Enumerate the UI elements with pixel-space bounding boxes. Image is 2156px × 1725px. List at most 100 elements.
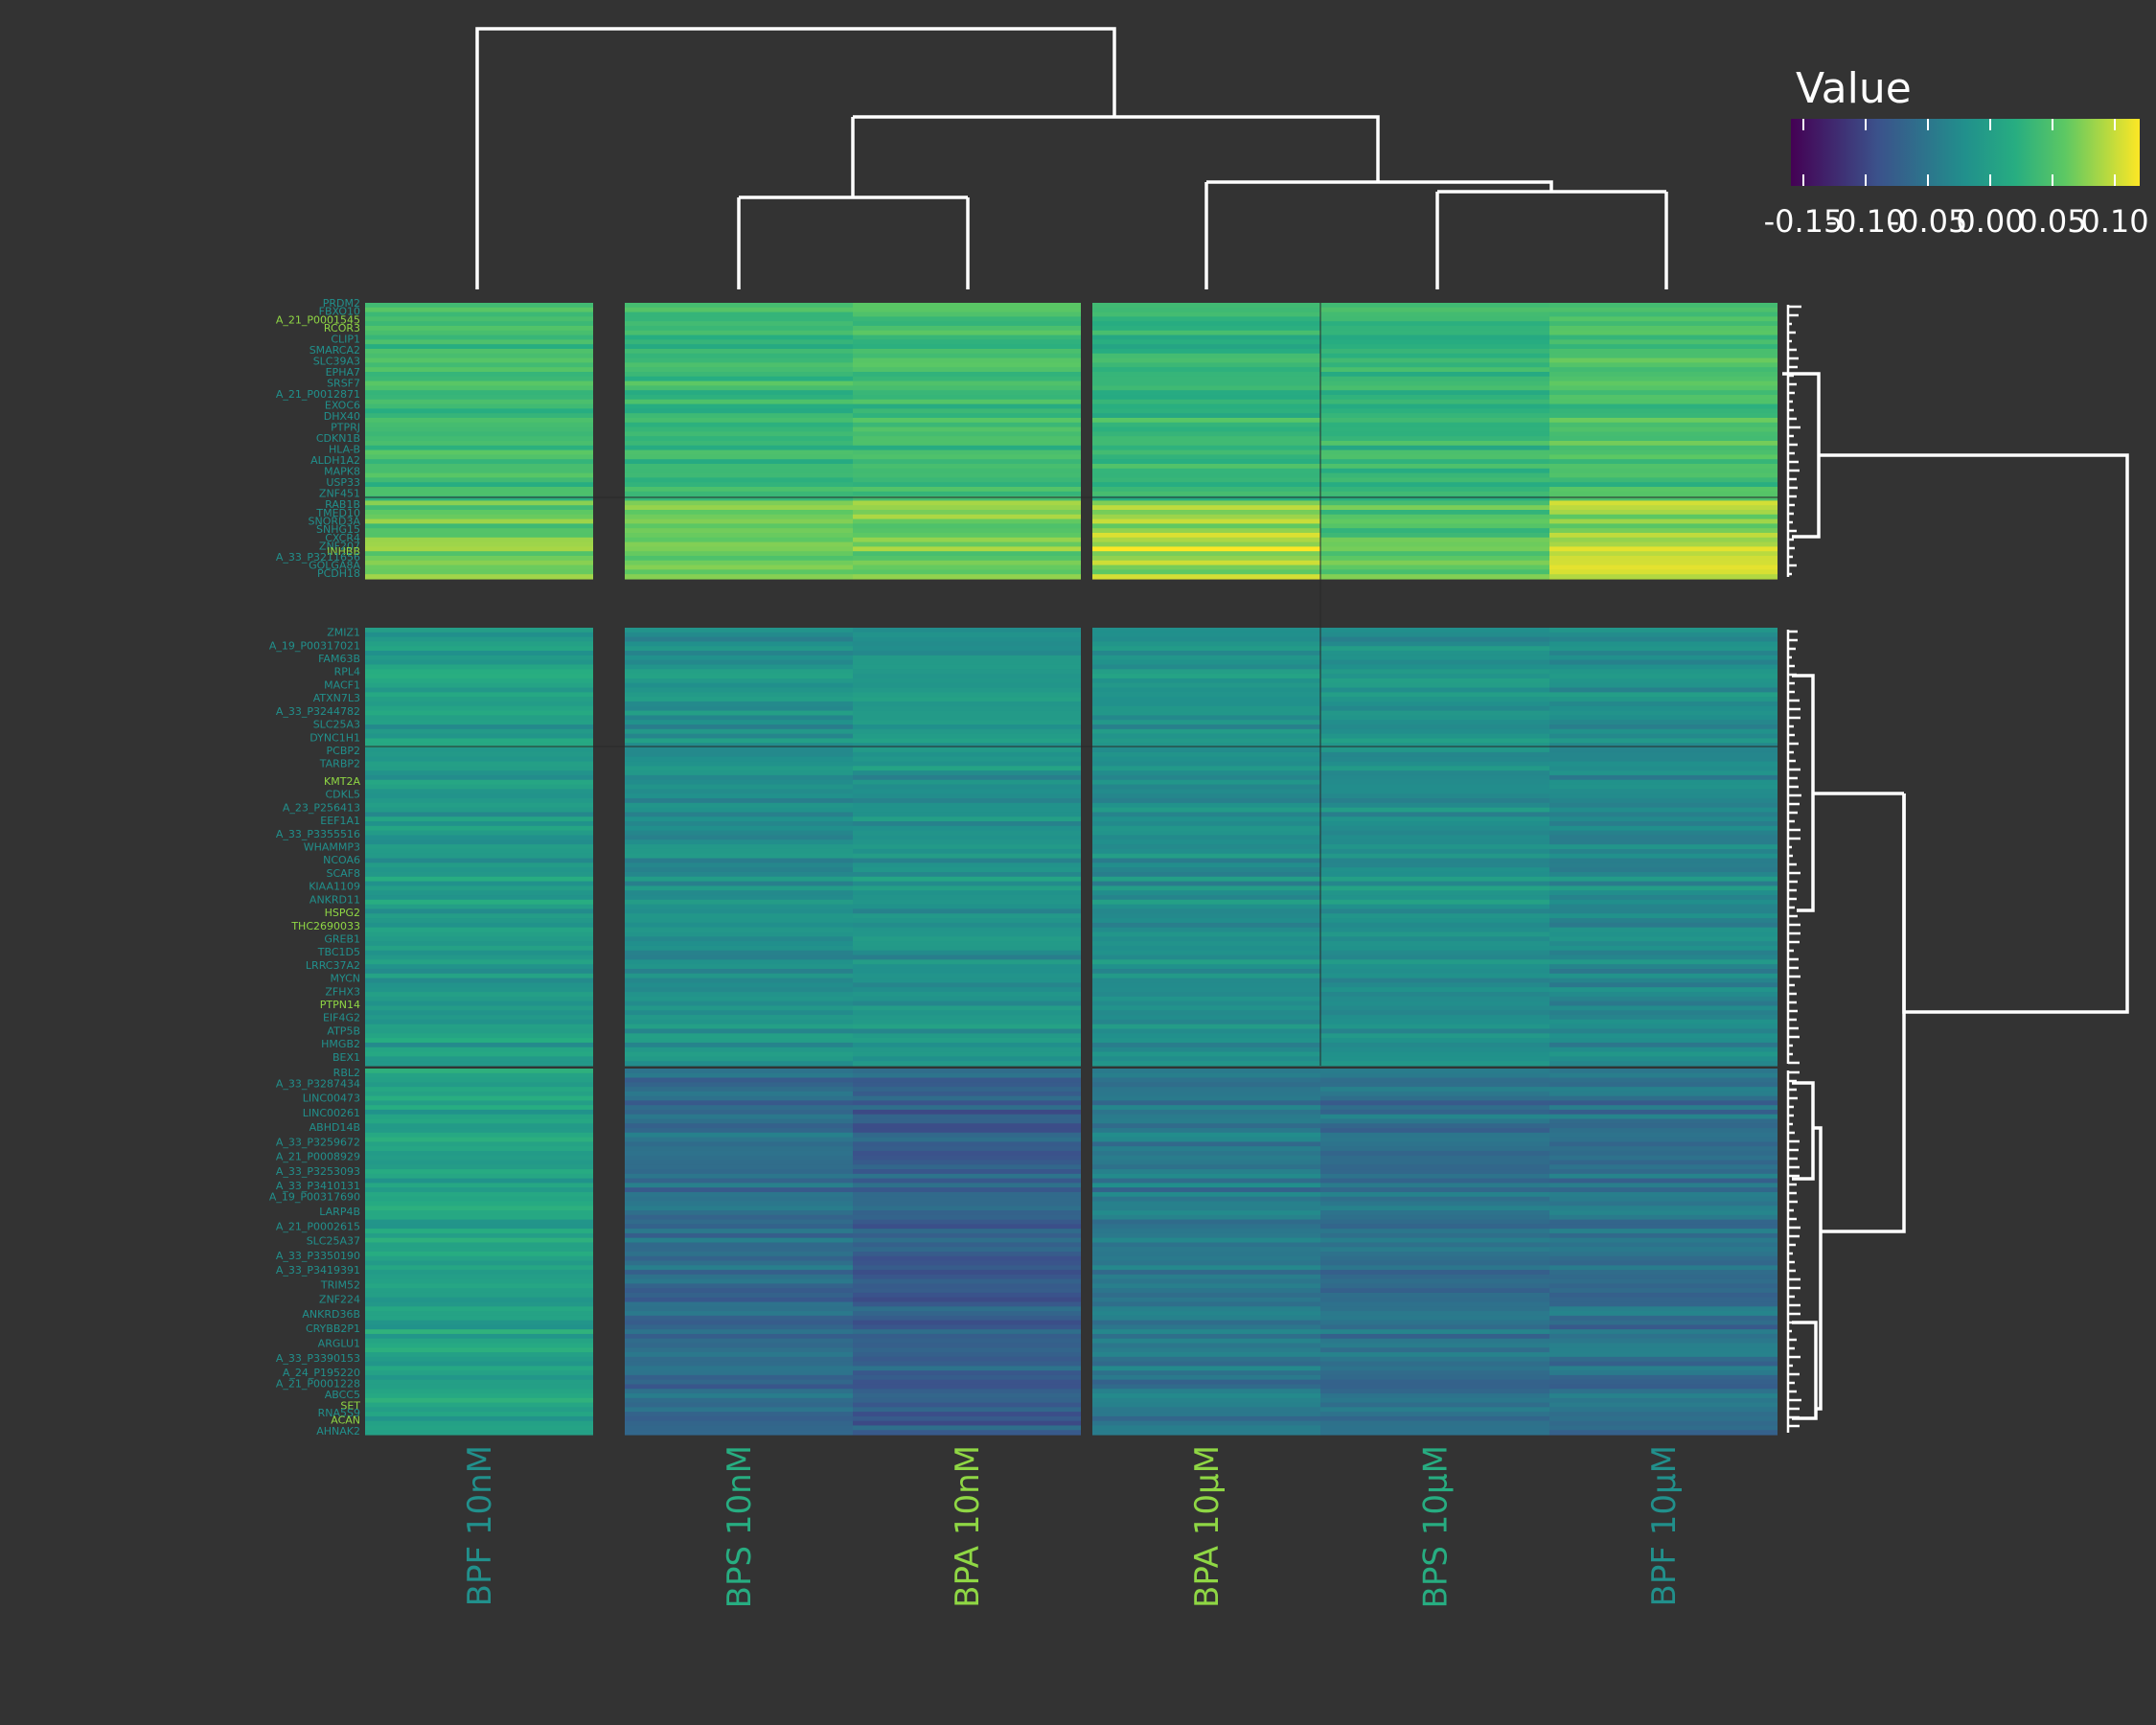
heatmap-cell [365,646,593,652]
heatmap-cell [625,1297,853,1303]
heatmap-cell [1092,330,1320,336]
heatmap-cell [1092,950,1320,956]
heatmap-cell [1320,751,1549,758]
heatmap-cell [1092,821,1320,827]
row-label: RNA5S9 [318,1407,360,1419]
heatmap-cell [1549,426,1778,432]
row-label: RCOR3 [324,322,360,334]
heatmap-cell [365,376,593,382]
heatmap-cell [625,756,853,763]
heatmap-cell [1092,1430,1320,1436]
heatmap-cell [365,344,593,350]
heatmap-cell [365,537,593,543]
heatmap-cell [365,1000,593,1007]
heatmap-cell [365,904,593,910]
heatmap-cell [1549,908,1778,914]
heatmap-cell [1549,853,1778,860]
heatmap-cell [365,330,593,336]
heatmap-cell [625,1274,853,1280]
heatmap-cell [365,505,593,511]
heatmap-cell [365,812,593,817]
heatmap-cell [1320,1333,1549,1340]
heatmap-cell [1092,848,1320,855]
heatmap-cell [365,1425,593,1431]
row-label: CDKL5 [326,789,361,801]
heatmap-cell [853,491,1081,497]
heatmap-cell [625,418,853,424]
heatmap-cell [853,1301,1081,1307]
heatmap-cell [1549,1072,1778,1079]
heatmap-cell [1320,1384,1549,1390]
heatmap-cell [1320,807,1549,814]
heatmap-cell [625,349,853,355]
heatmap-cell [1092,761,1320,767]
heatmap-cell [625,1425,853,1431]
heatmap-cell [1549,996,1778,1002]
heatmap-cell [365,1082,593,1088]
heatmap-cell [1092,743,1320,748]
heatmap-cell [853,1072,1081,1079]
heatmap-cell [625,1010,853,1016]
heatmap-cell [365,1141,593,1147]
heatmap-cell [625,326,853,332]
heatmap-cell [1549,1352,1778,1358]
heatmap-cell [853,551,1081,557]
heatmap-cell [853,1118,1081,1124]
heatmap-cell [1320,881,1549,886]
heatmap-cell [1320,816,1549,822]
column-label: BPF 10nM [461,1445,499,1606]
heatmap-cell [365,1109,593,1116]
heatmap-cell [625,477,853,483]
heatmap-cell [1092,1164,1320,1170]
heatmap-cell [625,551,853,557]
heatmap-cell [1549,1077,1778,1083]
heatmap-cell [1549,715,1778,721]
heatmap-cell [853,1389,1081,1394]
heatmap-cell [1092,646,1320,652]
dendrogram-branch [1206,180,1553,192]
heatmap-cell [1549,844,1778,850]
heatmap-cell [1320,853,1549,860]
heatmap-cell [1549,1095,1778,1102]
heatmap-cell [1320,733,1549,740]
heatmap-cell [853,1347,1081,1353]
heatmap-cell [625,1237,853,1244]
heatmap-cell [365,464,593,470]
heatmap-cell [1549,927,1778,933]
heatmap-cell [625,761,853,767]
heatmap-cell [625,825,853,832]
heatmap-cell [1549,464,1778,470]
row-label: A_33_P3211656 [276,551,360,564]
heatmap-cell [1320,678,1549,684]
heatmap-cell [1092,1137,1320,1143]
heatmap-cell [1320,472,1549,478]
heatmap-cell [1549,1324,1778,1330]
heatmap-cell [853,1420,1081,1427]
heatmap-cell [853,1384,1081,1390]
heatmap-cell [853,1237,1081,1244]
heatmap-cell [1320,950,1549,956]
heatmap-cell [625,459,853,465]
heatmap-cell [1320,978,1549,984]
heatmap-cell [625,1141,853,1147]
heatmap-cell [625,871,853,878]
heatmap-cell [365,1324,593,1330]
row-label: A_24_P195220 [283,1367,360,1379]
heatmap-cell [1092,1187,1320,1193]
heatmap-cell [625,895,853,901]
heatmap-cell [365,1118,593,1124]
heatmap-cell [1549,904,1778,910]
heatmap-cell [625,1397,853,1404]
heatmap-cell [625,766,853,771]
heatmap-cell [625,422,853,428]
heatmap-cell [853,1412,1081,1417]
heatmap-cell [625,954,853,960]
heatmap-cell [625,316,853,322]
heatmap-cell [625,1033,853,1039]
row-label: A_21_P0012871 [276,388,360,401]
heatmap-cell [1092,1420,1320,1427]
heatmap-cell [1549,748,1778,753]
heatmap-cell [365,316,593,322]
heatmap-cell [1092,395,1320,401]
heatmap-cell [625,982,853,988]
